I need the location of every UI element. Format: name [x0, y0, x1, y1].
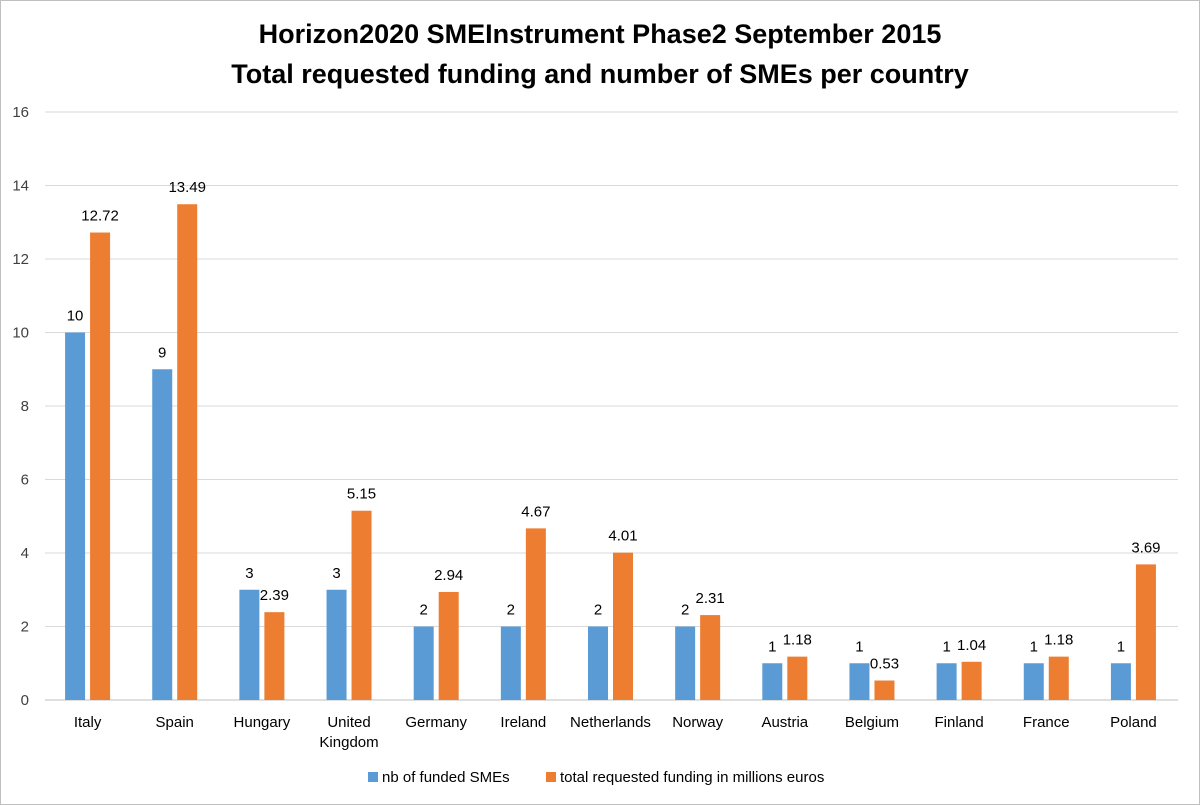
data-label: 1.04 [957, 637, 986, 654]
bar-funding [961, 661, 982, 700]
bar-smes [500, 626, 521, 700]
legend-entry: nb of funded SMEs [382, 769, 510, 786]
y-tick-label: 10 [12, 325, 29, 342]
data-label: 1 [768, 638, 776, 655]
legend-entry: total requested funding in millions euro… [560, 769, 824, 786]
category-label: Hungary [234, 714, 291, 731]
bar-funding [700, 615, 721, 700]
y-tick-label: 4 [21, 545, 29, 562]
bar-funding [177, 204, 198, 700]
y-tick-label: 2 [21, 619, 29, 636]
legend: nb of funded SMEs total requested funding… [368, 769, 824, 786]
bar-smes [588, 626, 608, 700]
data-label: 2 [681, 602, 689, 619]
legend-swatch [546, 772, 556, 782]
chart-title-line: Total requested funding and number of SM… [231, 59, 969, 89]
data-label: 1 [1117, 638, 1125, 655]
data-label: 2.31 [696, 590, 725, 607]
bar-funding [874, 680, 895, 700]
data-labels: 1012.72913.4932.3935.1522.9424.6724.0122… [67, 179, 1161, 672]
data-label: 1 [942, 638, 950, 655]
data-label: 4.67 [521, 503, 550, 520]
bar-smes [1023, 663, 1044, 700]
bar-funding [787, 656, 808, 700]
data-label: 3 [332, 565, 340, 582]
category-label: France [1023, 714, 1070, 731]
bar-funding [438, 591, 459, 700]
bar-smes [936, 663, 957, 700]
data-label: 0.53 [870, 656, 899, 673]
y-axis-ticks: 0 2 4 6 8 10 12 14 16 [12, 104, 29, 709]
chart-title: Horizon2020 SMEInstrument Phase2 Septemb… [231, 19, 969, 89]
bar-smes [1110, 663, 1131, 700]
data-label: 2 [420, 602, 428, 619]
data-label: 3 [245, 565, 253, 582]
category-label: Spain [156, 714, 194, 731]
y-tick-label: 16 [12, 104, 29, 121]
gridlines [45, 111, 1178, 701]
data-label: 10 [67, 308, 84, 325]
y-tick-label: 0 [21, 692, 29, 709]
data-label: 2 [507, 602, 515, 619]
data-label: 1.18 [783, 632, 812, 649]
bar-funding [264, 612, 285, 700]
bar-smes [65, 332, 86, 700]
data-label: 1 [855, 638, 863, 655]
category-label: Germany [405, 714, 467, 731]
data-label: 1 [1030, 638, 1038, 655]
data-label: 3.69 [1131, 539, 1160, 556]
bar-smes [849, 663, 870, 700]
y-tick-label: 6 [21, 472, 29, 489]
category-label: Austria [761, 714, 808, 731]
bar-funding [90, 232, 111, 701]
category-label: Kingdom [319, 734, 378, 751]
bar-funding [351, 510, 372, 700]
bar-smes [413, 626, 434, 700]
bar-funding [1135, 564, 1156, 700]
y-tick-label: 8 [21, 398, 29, 415]
category-label: Ireland [500, 714, 546, 731]
chart-title-line: Horizon2020 SMEInstrument Phase2 Septemb… [259, 19, 942, 49]
category-label: United [327, 714, 370, 731]
data-label: 1.18 [1044, 632, 1073, 649]
category-label: Norway [672, 714, 723, 731]
data-label: 13.49 [168, 179, 206, 196]
bar-smes [762, 663, 783, 700]
y-tick-label: 12 [12, 251, 29, 268]
category-label: Finland [935, 714, 984, 731]
bar-smes [152, 369, 173, 700]
bar-funding [613, 552, 633, 700]
data-label: 2.94 [434, 567, 463, 584]
bar-funding [525, 528, 546, 700]
y-tick-label: 14 [12, 178, 29, 195]
bar-smes [326, 589, 347, 700]
category-label: Italy [74, 714, 102, 731]
data-label: 2.39 [260, 587, 289, 604]
category-label: Poland [1110, 714, 1157, 731]
x-axis-categories: Italy Spain Hungary United Kingdom Germany Ire… [74, 714, 1157, 751]
category-label: Belgium [845, 714, 899, 731]
data-label: 9 [158, 344, 166, 361]
category-label: Netherlands [570, 714, 651, 731]
data-label: 12.72 [81, 208, 119, 225]
data-label: 5.15 [347, 486, 376, 503]
bar-funding [1048, 656, 1069, 700]
bar-smes [239, 589, 260, 700]
bar-smes [675, 626, 696, 700]
data-label: 4.01 [608, 528, 637, 545]
data-label: 2 [594, 602, 602, 619]
bars [65, 204, 1156, 701]
legend-swatch [368, 772, 378, 782]
